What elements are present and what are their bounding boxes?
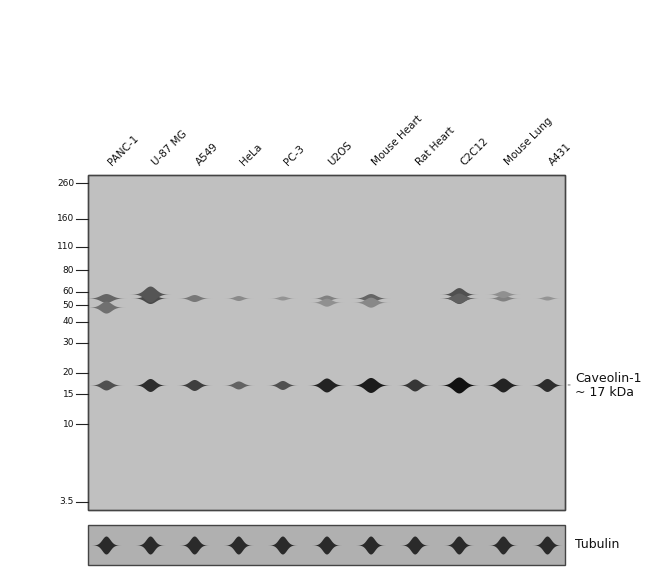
Text: Caveolin-1: Caveolin-1 (575, 373, 642, 385)
Text: Mouse Lung: Mouse Lung (503, 116, 554, 167)
Text: Tubulin: Tubulin (575, 539, 619, 552)
Text: ~ 17 kDa: ~ 17 kDa (575, 387, 634, 399)
Text: Rat Heart: Rat Heart (415, 125, 457, 167)
Bar (88, 175, 565, 510)
Text: 160: 160 (57, 215, 74, 223)
Text: 260: 260 (57, 178, 74, 188)
Text: 3.5: 3.5 (60, 497, 74, 507)
Text: PC-3: PC-3 (282, 143, 306, 167)
Bar (88, 525, 565, 565)
Text: U2OS: U2OS (326, 139, 354, 167)
Text: 40: 40 (62, 317, 74, 326)
Text: 15: 15 (62, 390, 74, 399)
Text: Mouse Heart: Mouse Heart (370, 113, 424, 167)
Text: A549: A549 (194, 141, 220, 167)
Text: 50: 50 (62, 301, 74, 310)
Text: U-87 MG: U-87 MG (150, 128, 188, 167)
Text: HeLa: HeLa (239, 141, 264, 167)
Text: 20: 20 (62, 368, 74, 377)
Text: 60: 60 (62, 287, 74, 296)
Bar (88, 175, 565, 510)
Text: PANC-1: PANC-1 (106, 133, 140, 167)
Text: C2C12: C2C12 (459, 135, 490, 167)
Text: 110: 110 (57, 242, 74, 251)
Text: 30: 30 (62, 338, 74, 347)
Text: A431: A431 (547, 141, 573, 167)
Text: 10: 10 (62, 420, 74, 429)
Text: 80: 80 (62, 266, 74, 275)
